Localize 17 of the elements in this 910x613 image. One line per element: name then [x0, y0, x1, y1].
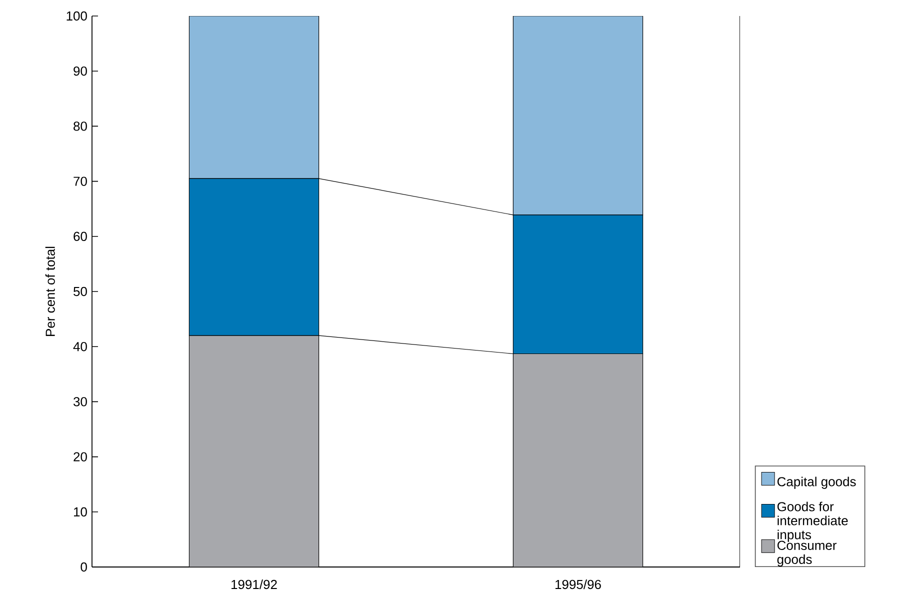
- y-tick-label: 10: [74, 507, 87, 516]
- legend-label: Consumer goods: [777, 540, 837, 567]
- y-tick-label: 40: [73, 342, 87, 352]
- legend-label: Capital goods: [777, 476, 856, 489]
- x-tick-label: 1995/96: [555, 580, 601, 590]
- y-tick-label: 80: [74, 122, 87, 131]
- y-tick-label: 60: [74, 232, 87, 241]
- y-tick-label: 30: [74, 397, 87, 406]
- y-tick-label: 50: [74, 286, 87, 296]
- y-tick-label: 0: [80, 562, 87, 572]
- y-axis-title: Per cent of total: [45, 246, 55, 336]
- x-tick-label: 1991/92: [231, 580, 277, 590]
- y-tick-label: 100: [66, 11, 87, 21]
- y-tick-label: 90: [74, 66, 87, 76]
- y-tick-label: 20: [74, 452, 87, 462]
- y-tick-label: 70: [74, 176, 87, 186]
- legend-label: Goods for intermediate inputs: [777, 502, 848, 542]
